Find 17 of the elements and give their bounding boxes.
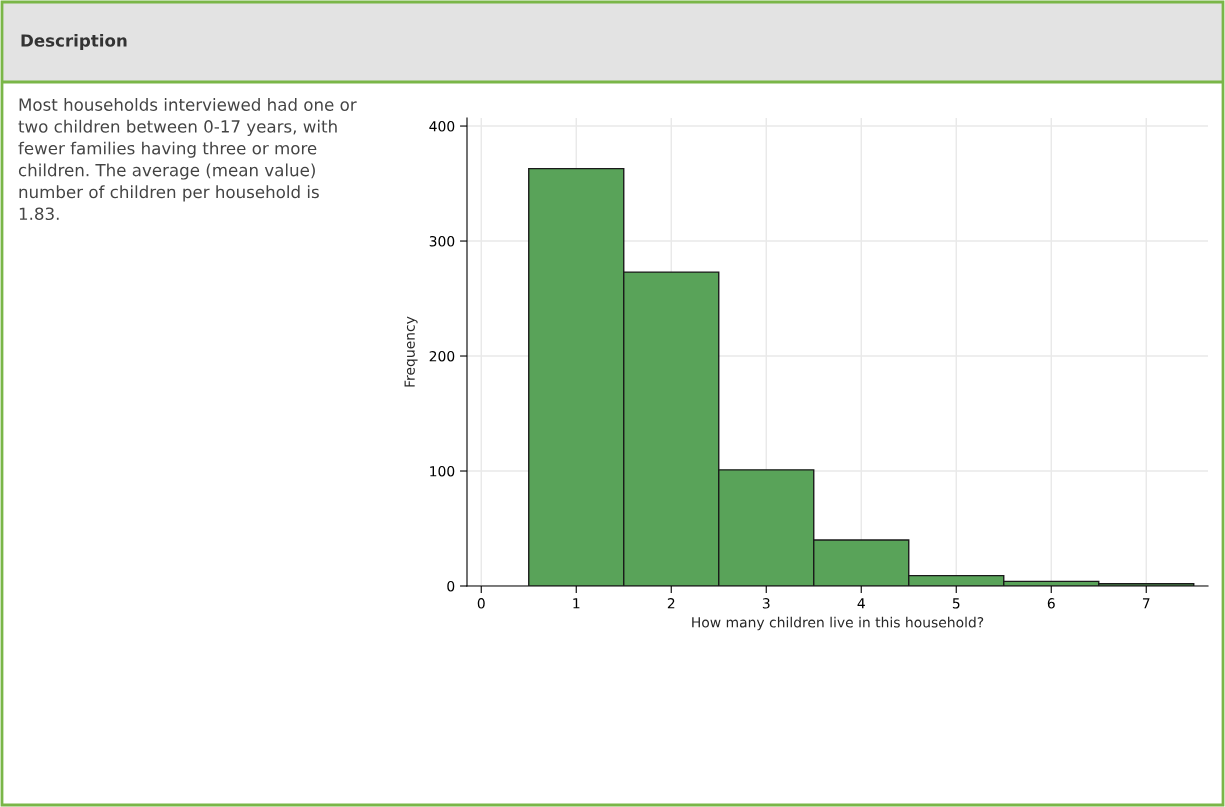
- x-tick-label: 2: [667, 598, 675, 609]
- x-tick-label: 7: [1142, 598, 1150, 609]
- y-tick-label: 100: [430, 465, 455, 477]
- y-tick-label: 300: [429, 236, 455, 247]
- x-tick-label: 0: [477, 598, 485, 609]
- x-tick-label: 1: [573, 598, 580, 609]
- y-axis-title: Frequency: [404, 316, 418, 387]
- x-tick-label: 4: [857, 598, 865, 609]
- x-axis-title: How many children live in this household?: [692, 616, 984, 631]
- y-tick-label: 200: [429, 350, 455, 362]
- text: Most households interviewed had one or two children between 0-17 years, with fewer families having three or more children. The average (mean value) number of children per household is 1.83.: [18, 98, 357, 221]
- text: Description: [21, 33, 127, 51]
- x-tick-label: 6: [1047, 598, 1055, 609]
- x-tick-label: 3: [762, 598, 770, 609]
- y-tick-label: 400: [429, 121, 455, 132]
- x-tick-label: 5: [952, 598, 960, 609]
- y-tick-label: 0: [447, 580, 455, 592]
